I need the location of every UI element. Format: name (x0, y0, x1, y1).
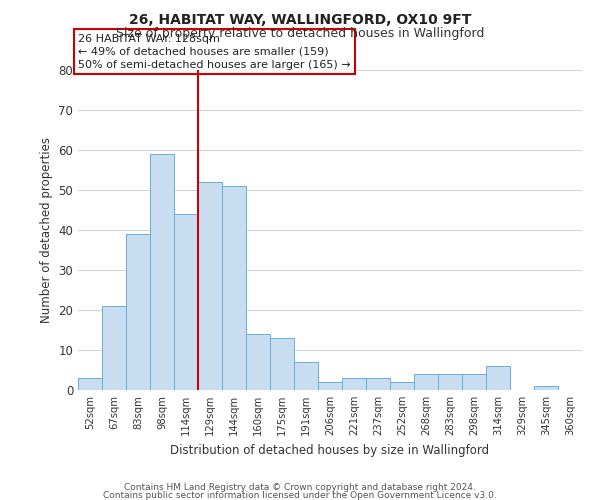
Bar (270, 338, 294, 390)
Bar (78, 378, 102, 390)
Bar (390, 382, 414, 390)
Bar (486, 366, 510, 390)
Bar (462, 374, 486, 390)
Bar (534, 386, 558, 390)
Text: Contains public sector information licensed under the Open Government Licence v3: Contains public sector information licen… (103, 490, 497, 500)
Y-axis label: Number of detached properties: Number of detached properties (40, 137, 53, 323)
Bar (438, 374, 462, 390)
Bar (294, 362, 318, 390)
Text: 26, HABITAT WAY, WALLINGFORD, OX10 9FT: 26, HABITAT WAY, WALLINGFORD, OX10 9FT (129, 12, 471, 26)
Bar (342, 378, 366, 390)
X-axis label: Distribution of detached houses by size in Wallingford: Distribution of detached houses by size … (170, 444, 490, 456)
Bar (198, 182, 222, 390)
Text: Size of property relative to detached houses in Wallingford: Size of property relative to detached ho… (116, 28, 484, 40)
Text: Contains HM Land Registry data © Crown copyright and database right 2024.: Contains HM Land Registry data © Crown c… (124, 484, 476, 492)
Bar (102, 306, 126, 390)
Bar (174, 214, 198, 390)
Bar (318, 382, 342, 390)
Bar (366, 378, 390, 390)
Bar (126, 234, 150, 390)
Text: 26 HABITAT WAY: 128sqm
← 49% of detached houses are smaller (159)
50% of semi-de: 26 HABITAT WAY: 128sqm ← 49% of detached… (78, 34, 350, 70)
Bar (246, 334, 270, 390)
Bar (414, 374, 438, 390)
Bar (222, 186, 246, 390)
Bar (150, 154, 174, 390)
